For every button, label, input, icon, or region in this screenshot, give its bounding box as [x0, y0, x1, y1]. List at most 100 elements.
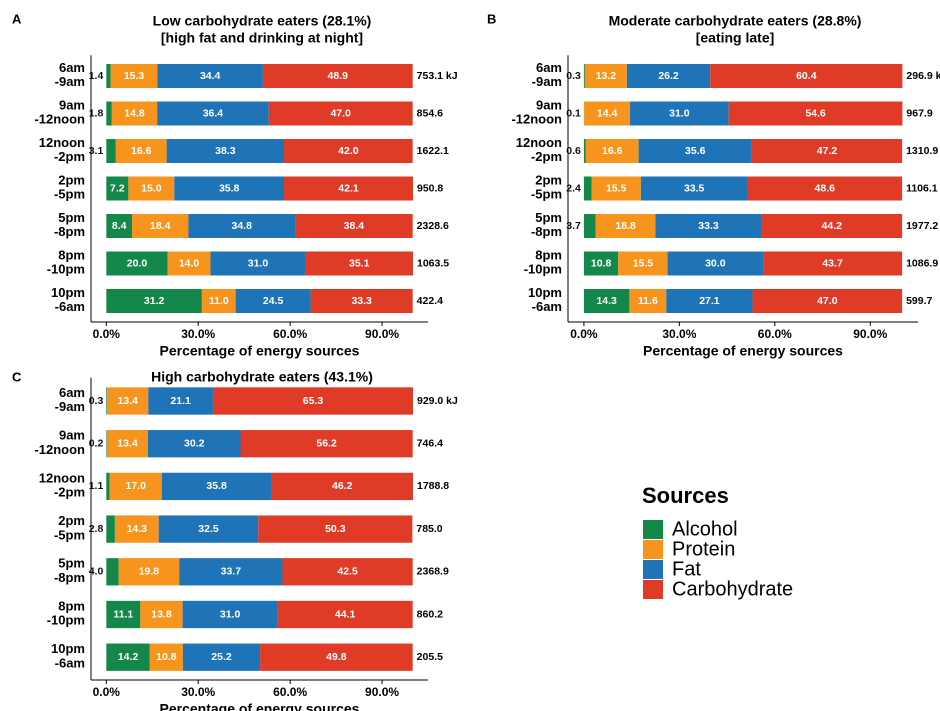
total-label: 422.4 [417, 295, 443, 307]
total-label: 1086.9 [906, 257, 938, 269]
data-label: 31.0 [248, 257, 269, 269]
data-label: 34.8 [232, 220, 253, 232]
bar-segment [277, 600, 413, 629]
data-label: 0.3 [89, 395, 104, 407]
y-tick-label: 6am -9am [532, 60, 562, 89]
bar-segment [182, 643, 261, 671]
bar-segment [655, 214, 762, 238]
bar-segment [282, 558, 413, 586]
data-label: 54.6 [805, 107, 826, 119]
data-label: 38.3 [215, 145, 236, 157]
bar-segment [106, 558, 119, 586]
chart-title: High carbohydrate eaters (43.1%) [151, 369, 373, 385]
data-label: 1.1 [89, 480, 104, 492]
data-label: 15.0 [141, 182, 162, 194]
bar-segment [728, 101, 903, 126]
chart-subtitle: [eating late] [696, 30, 775, 46]
data-label: 42.1 [338, 182, 359, 194]
bar-segment [640, 176, 748, 201]
data-label: 14.2 [118, 651, 139, 663]
bar-segment [310, 289, 413, 313]
data-label: 0.3 [566, 70, 581, 82]
y-tick-label: 5pm -8pm [54, 210, 85, 239]
y-tick-label: 9am -12noon [34, 98, 85, 127]
data-label: 20.0 [127, 257, 148, 269]
bar-segment [258, 515, 413, 543]
data-label: 13.4 [118, 395, 139, 407]
bar-segment [583, 176, 592, 201]
bar-segment [626, 64, 711, 88]
data-label: 14.0 [179, 257, 200, 269]
data-label: 10.8 [156, 651, 177, 663]
bar-segment [115, 139, 167, 163]
bar-segment [107, 387, 149, 415]
bar-segment [260, 643, 413, 671]
y-tick-label: 8pm -10pm [524, 248, 562, 277]
bar-segment [167, 251, 211, 276]
bar-segment [212, 387, 413, 415]
data-label: 14.3 [596, 295, 617, 307]
bar-segment [667, 251, 764, 276]
x-tick-label: 30.0% [662, 327, 696, 341]
data-label: 18.8 [615, 220, 636, 232]
legend-label: Alcohol [672, 518, 738, 540]
bar-segment [629, 289, 667, 313]
bar-segment [262, 64, 413, 88]
x-tick-label: 90.0% [853, 327, 887, 341]
data-label: 42.5 [337, 566, 358, 578]
data-label: 16.6 [131, 145, 152, 157]
data-label: 47.0 [817, 295, 838, 307]
data-label: 14.3 [127, 523, 148, 535]
data-label: 18.4 [150, 220, 171, 232]
bar-segment [166, 139, 285, 163]
y-tick-label: 10pm -6am [528, 285, 562, 314]
data-label: 31.0 [220, 608, 241, 620]
data-label: 15.5 [633, 257, 654, 269]
data-label: 13.8 [151, 608, 172, 620]
data-label: 43.7 [822, 257, 843, 269]
y-tick-label: 12noon -2pm [39, 471, 85, 500]
bar-segment [147, 430, 241, 458]
total-label: 296.9 kJ [906, 70, 940, 82]
bar-segment [158, 515, 259, 543]
data-label: 36.4 [203, 107, 224, 119]
bar-segment [149, 643, 183, 671]
data-label: 60.4 [796, 70, 817, 82]
bar-segment [583, 289, 630, 313]
total-label: 860.2 [417, 608, 443, 620]
bar-segment [118, 558, 180, 586]
data-label: 10.8 [591, 257, 612, 269]
data-label: 11.1 [113, 608, 133, 620]
legend-swatch [643, 540, 663, 559]
y-tick-label: 12noon -2pm [516, 135, 562, 164]
data-label: 35.8 [219, 182, 240, 194]
bar-segment [111, 101, 158, 126]
data-label: 0.2 [89, 437, 104, 449]
data-label: 44.1 [335, 608, 356, 620]
data-label: 31.2 [144, 295, 165, 307]
y-tick-label: 5pm -8pm [531, 210, 562, 239]
data-label: 30.2 [184, 437, 205, 449]
bar-segment [638, 139, 752, 163]
bar-segment [157, 101, 269, 126]
data-label: 46.2 [332, 480, 353, 492]
y-tick-label: 8pm -10pm [47, 248, 85, 277]
bar-segment [618, 251, 668, 276]
x-tick-label: 0.0% [570, 327, 598, 341]
bar-segment [106, 176, 129, 201]
x-tick-label: 0.0% [93, 327, 121, 341]
total-label: 1977.2 [906, 220, 938, 232]
data-label: 35.6 [685, 145, 706, 157]
data-label: 2.8 [89, 523, 104, 535]
total-label: 1310.9 [906, 145, 938, 157]
chart-subtitle: [high fat and drinking at night] [161, 30, 363, 46]
y-tick-label: 6am -9am [55, 60, 85, 89]
y-tick-label: 6am -9am [55, 385, 85, 414]
bar-segment [584, 101, 631, 126]
x-tick-label: 30.0% [181, 327, 215, 341]
total-label: 1063.5 [417, 257, 449, 269]
legend-swatch [643, 580, 663, 599]
total-label: 785.0 [416, 523, 442, 535]
x-tick-label: 90.0% [365, 685, 399, 699]
